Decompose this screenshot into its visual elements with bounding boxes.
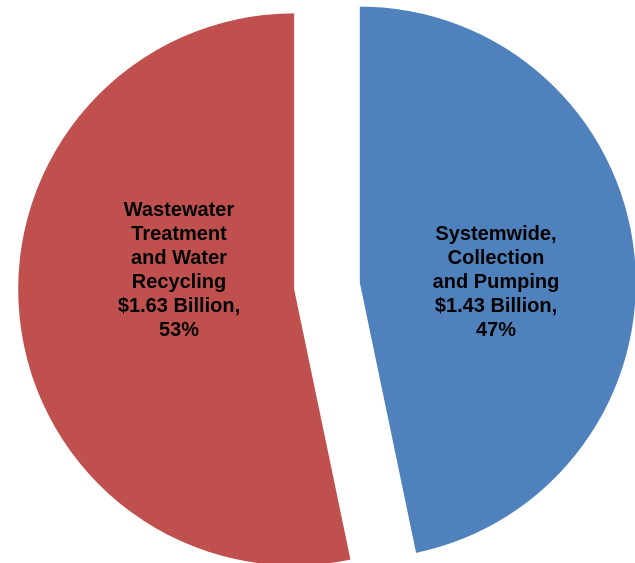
pie-slices (18, 6, 635, 563)
pie-slice-label-line: Wastewater (124, 199, 235, 221)
pie-slice-1 (359, 6, 635, 553)
pie-slice-label-line: and Water (131, 247, 227, 269)
pie-slice-label-line: 47% (476, 319, 516, 341)
pie-slice-label-line: Collection (448, 247, 545, 269)
pie-labels: Systemwide, Collection and Pumping $1.43 Bi… (118, 199, 559, 341)
pie-slice-label-1: Systemwide, Collection and Pumping $1.43 Bi… (433, 223, 560, 341)
pie-slice-label-line: $1.43 Billion, (435, 295, 557, 317)
pie-slice-label-line: 53% (159, 319, 199, 341)
pie-slice-label-line: $1.63 Billion, (118, 295, 240, 317)
pie-slice-label-line: Recycling (132, 271, 226, 293)
pie-slice-label-line: Systemwide, (435, 223, 556, 245)
pie-slice-label-line: and Pumping (433, 271, 560, 293)
pie-slice-label-2: Wastewater Treatment and Water Recycling $1.… (118, 199, 240, 341)
pie-slice-2 (18, 13, 351, 563)
pie-slice-label-line: Treatment (131, 223, 227, 245)
